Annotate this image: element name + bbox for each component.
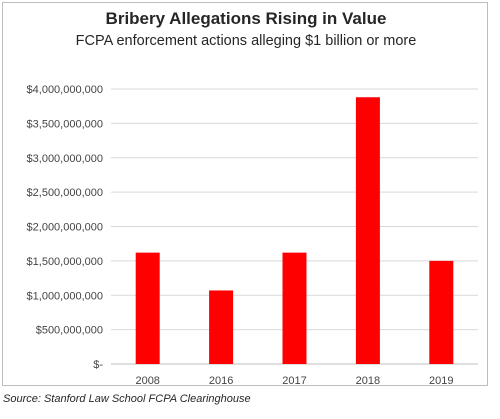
x-tick-label: 2018 [356,375,380,387]
y-tick-label: $3,500,000,000 [27,118,103,130]
bar [282,252,307,364]
bar [355,97,380,364]
x-tick-label: 2008 [135,375,159,387]
x-tick-label: 2019 [429,375,453,387]
chart-title: Bribery Allegations Rising in Value [105,9,387,28]
y-tick-label: $2,500,000,000 [27,187,103,199]
bar [135,252,160,364]
y-tick-label: $2,000,000,000 [27,222,103,234]
y-tick-label: $500,000,000 [36,325,103,337]
x-tick-label: 2016 [209,375,233,387]
chart-subtitle: FCPA enforcement actions alleging $1 bil… [75,33,417,49]
y-tick-label: $- [93,359,103,371]
bar [429,260,454,364]
bar-chart: $- $500,000,000 $1,000,000,000 $1,500,000,0… [27,84,478,387]
y-tick-label: $1,500,000,000 [27,256,103,268]
x-tick-label: 2017 [282,375,306,387]
y-tick-label: $4,000,000,000 [27,84,103,96]
bar [209,290,234,364]
y-tick-label: $1,000,000,000 [27,290,103,302]
source-note: Source: Stanford Law School FCPA Clearin… [3,393,251,405]
chart-frame: Bribery Allegations Rising in Value FCPA… [2,2,488,387]
y-tick-label: $3,000,000,000 [27,153,103,165]
